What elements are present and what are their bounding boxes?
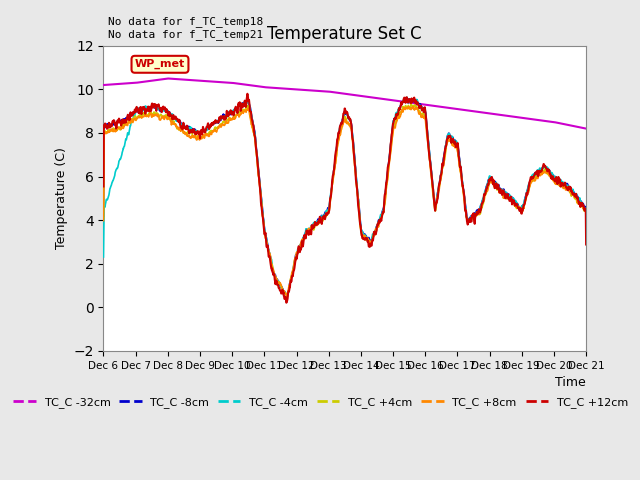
- Text: No data for f_TC_temp18
No data for f_TC_temp21: No data for f_TC_temp18 No data for f_TC…: [108, 16, 264, 40]
- Text: WP_met: WP_met: [135, 59, 185, 70]
- Legend: TC_C -32cm, TC_C -8cm, TC_C -4cm, TC_C +4cm, TC_C +8cm, TC_C +12cm: TC_C -32cm, TC_C -8cm, TC_C -4cm, TC_C +…: [9, 393, 632, 412]
- X-axis label: Time: Time: [556, 376, 586, 389]
- Title: Temperature Set C: Temperature Set C: [268, 25, 422, 43]
- Y-axis label: Temperature (C): Temperature (C): [55, 147, 68, 249]
